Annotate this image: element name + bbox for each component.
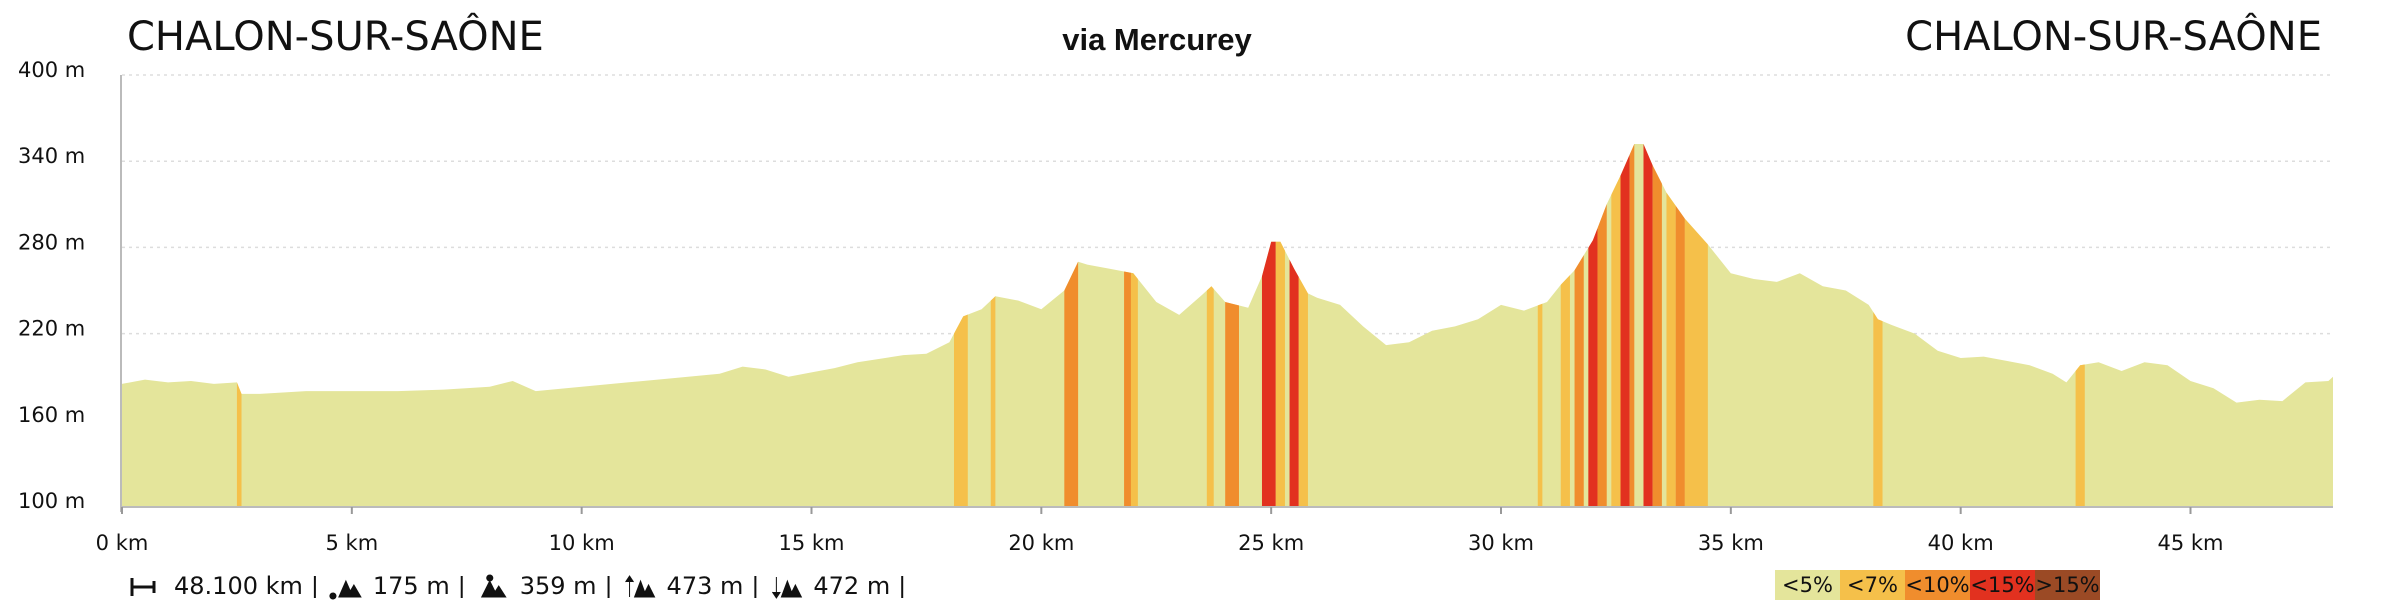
x-tick-label: 25 km xyxy=(1238,531,1304,555)
x-tick-label: 15 km xyxy=(778,531,844,555)
legend-label: <10% xyxy=(1905,573,1969,597)
y-tick-label: 220 m xyxy=(18,317,85,341)
stat-value: 359 m xyxy=(520,572,597,600)
y-tick-label: 400 m xyxy=(18,58,85,82)
y-tick-label: 100 m xyxy=(18,489,85,513)
x-tick-label: 30 km xyxy=(1468,531,1534,555)
stat-icon xyxy=(771,577,803,599)
stat-value: 473 m xyxy=(667,572,744,600)
stat-icon xyxy=(130,578,156,596)
legend-label: <5% xyxy=(1782,573,1833,597)
legend-label: >15% xyxy=(2035,573,2099,597)
y-tick-label: 280 m xyxy=(18,230,85,254)
grade-section xyxy=(1574,144,1584,506)
legend-swatch xyxy=(1775,570,1840,600)
stat-icon xyxy=(625,575,656,598)
grade-section xyxy=(1643,144,1653,506)
grade-section xyxy=(1298,144,1308,506)
stat-value: 175 m xyxy=(373,572,450,600)
legend-swatch xyxy=(1970,570,2035,600)
title-center: via Mercurey xyxy=(1062,22,1252,57)
x-tick-label: 10 km xyxy=(549,531,615,555)
grade-section xyxy=(1275,144,1285,506)
x-tick-label: 40 km xyxy=(1928,531,1994,555)
grade-section xyxy=(990,144,996,506)
legend-swatch xyxy=(1840,570,1905,600)
grade-section xyxy=(1225,144,1239,506)
x-tick-label: 0 km xyxy=(96,531,149,555)
x-tick-label: 5 km xyxy=(326,531,379,555)
grade-section xyxy=(1537,144,1543,506)
grade-section xyxy=(236,144,242,506)
grade-section xyxy=(1206,144,1214,506)
y-tick-label: 340 m xyxy=(18,144,85,168)
grade-section xyxy=(1675,144,1685,506)
grade-section xyxy=(1289,144,1299,506)
grade-section xyxy=(1261,144,1276,506)
title-left: CHALON-SUR-SAÔNE xyxy=(127,12,544,60)
grade-section xyxy=(1873,144,1883,506)
grade-section xyxy=(1666,144,1676,506)
grade-section xyxy=(1130,144,1138,506)
title-right: CHALON-SUR-SAÔNE xyxy=(1905,12,2322,60)
grade-section xyxy=(1611,144,1621,506)
legend-swatch xyxy=(2035,570,2100,600)
grade-section xyxy=(1620,144,1630,506)
x-tick-label: 45 km xyxy=(2157,531,2223,555)
stat-icon xyxy=(329,579,362,600)
grade-section xyxy=(1064,144,1079,506)
legend-swatch xyxy=(1905,570,1970,600)
grade-section xyxy=(1652,144,1662,506)
stat-value: 48.100 km xyxy=(174,572,303,600)
x-tick-label: 35 km xyxy=(1698,531,1764,555)
legend-label: <7% xyxy=(1847,573,1898,597)
grade-section xyxy=(1597,144,1607,506)
grade-section xyxy=(1588,144,1598,506)
x-tick-label: 20 km xyxy=(1008,531,1074,555)
grade-section xyxy=(1684,144,1708,506)
stat-icon xyxy=(480,574,507,598)
stat-value: 472 m xyxy=(813,572,890,600)
grade-section xyxy=(1124,144,1131,506)
grade-section xyxy=(2075,144,2085,506)
grade-section xyxy=(1560,144,1570,506)
legend-label: <15% xyxy=(1970,573,2034,597)
y-tick-label: 160 m xyxy=(18,403,85,427)
grade-section xyxy=(953,144,968,506)
grade-section xyxy=(1629,144,1635,506)
